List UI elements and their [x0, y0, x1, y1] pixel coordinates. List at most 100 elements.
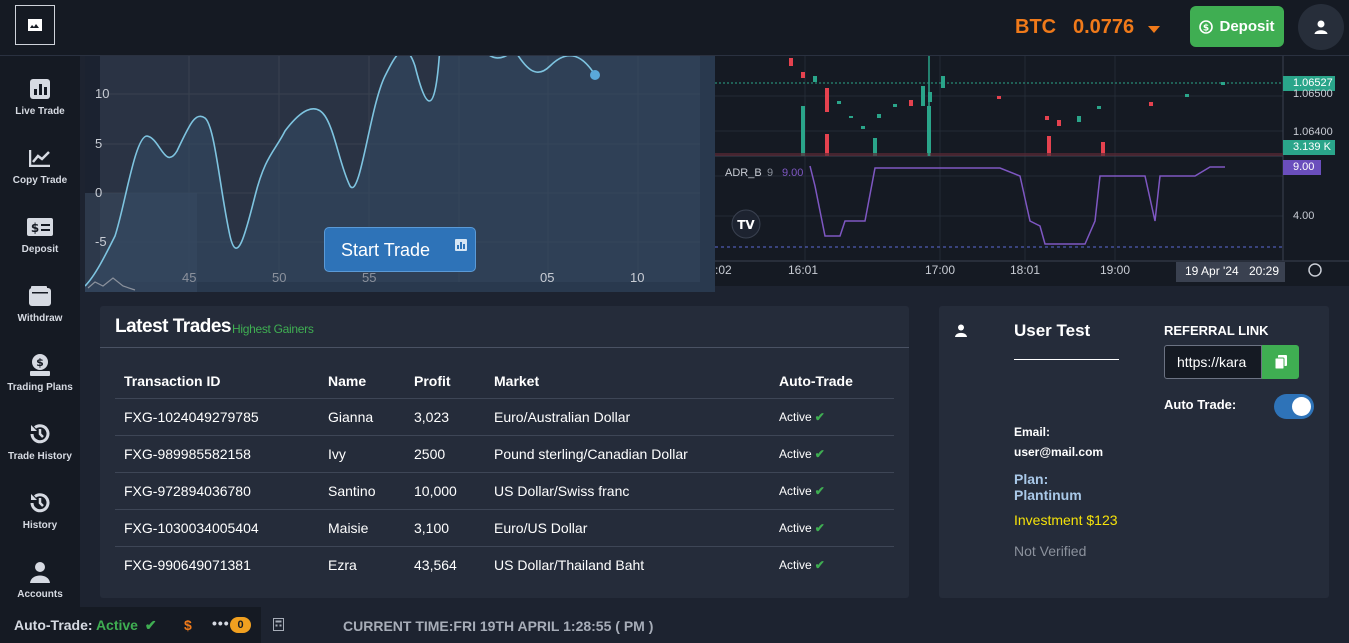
y-tick-label: 0 [95, 185, 103, 200]
table-row: FXG-972894036780 Santino 10,000 US Dolla… [115, 471, 894, 509]
deposit-button[interactable]: $ Deposit [1190, 6, 1284, 47]
indicator-param: 9 [767, 167, 774, 179]
sidebar-item-label: Trading Plans [7, 382, 73, 393]
trader-name: Santino [319, 471, 405, 509]
trader-name: Gianna [319, 397, 405, 435]
calculator-icon[interactable] [273, 618, 284, 636]
latest-trades-panel: Latest Trades Highest Gainers Transactio… [100, 306, 909, 598]
sidebar-item-label: Trade History [8, 451, 72, 462]
sidebar-item-withdraw[interactable]: Withdraw [0, 283, 80, 343]
auto-trade-cell: Active ✔ [770, 434, 894, 472]
sidebar-item-label: History [22, 520, 58, 531]
toggle-knob [1292, 397, 1311, 416]
svg-text:$: $ [31, 221, 39, 235]
x-tick-label: 50 [272, 270, 287, 285]
sidebar-item-accounts[interactable]: Accounts [0, 559, 80, 619]
referral-link-label: REFERRAL LINK [1164, 323, 1269, 338]
money-icon: $ [27, 214, 53, 240]
crosshair-date-badge: 19 Apr '24 [1185, 264, 1239, 278]
x-tick-label: 05 [540, 270, 555, 285]
table-row: FXG-1024049279785 Gianna 3,023 Euro/Aust… [115, 397, 894, 435]
sidebar-item-label: Live Trade [15, 106, 65, 117]
trader-name: Ivy [319, 434, 405, 472]
time-axis-label: :02 [715, 263, 732, 277]
user-icon [1314, 20, 1328, 34]
market: Pound sterling/Canadian Dollar [485, 434, 770, 472]
profit: 43,564 [405, 545, 485, 583]
sidebar-item-live-trade[interactable]: Live Trade [0, 76, 80, 136]
trader-name: Maisie [319, 508, 405, 546]
price-chart-canvas: TV [715, 56, 1349, 282]
market: Euro/US Dollar [485, 508, 770, 546]
price-axis-label: 1.06400 [1293, 126, 1333, 138]
history-icon [27, 421, 53, 447]
sidebar-item-label: Withdraw [17, 313, 63, 324]
price-chart[interactable]: TV 1.06500 1.06400 4.00 1.06527 3.139 K … [715, 56, 1349, 286]
trades-table: Transaction ID Name Profit Market Auto-T… [115, 364, 894, 583]
indicator-value: 9.00 [782, 167, 804, 179]
wallet-icon [27, 283, 53, 309]
footer-status: Auto-Trade: Active ✔ $ ••• 0 [0, 607, 261, 643]
auto-trade-cell: Active ✔ [770, 545, 894, 583]
divider [1014, 359, 1119, 360]
transaction-id: FXG-1030034005404 [115, 508, 319, 546]
indicator-name: ADR_B [725, 167, 762, 179]
table-row: FXG-989985582158 Ivy 2500 Pound sterling… [115, 434, 894, 472]
footer-auto-trade-label: Auto-Trade: [14, 617, 93, 633]
volume-badge: 3.139 K [1293, 141, 1331, 153]
referral-link-input[interactable] [1164, 345, 1262, 379]
btc-balance: 0.0776 [1073, 16, 1135, 38]
chevron-down-icon[interactable] [1148, 26, 1160, 33]
latest-trades-title: Latest Trades [115, 316, 232, 337]
sidebar-item-deposit[interactable]: $ Deposit [0, 214, 80, 274]
price-axis-label: 1.06500 [1293, 88, 1333, 100]
copy-referral-button[interactable] [1262, 345, 1299, 379]
svg-text:TV: TV [737, 218, 755, 232]
users-icon [27, 559, 53, 585]
sidebar-item-label: Deposit [21, 244, 59, 255]
time-axis-label: 16:01 [788, 263, 819, 277]
divider [100, 347, 909, 348]
indicator-badge: 9.00 [1293, 161, 1315, 173]
y-tick-label: 10 [95, 86, 110, 101]
user-name: User Test [1014, 321, 1091, 340]
y-tick-label: -5 [95, 234, 107, 249]
bar-chart-icon [27, 76, 53, 102]
line-chart-icon [27, 145, 53, 171]
trader-name: Ezra [319, 545, 405, 583]
plan-label: Plan: [1014, 471, 1049, 487]
more-icon[interactable]: ••• [212, 615, 230, 631]
sidebar-item-copy-trade[interactable]: Copy Trade [0, 145, 80, 205]
svg-text:$: $ [1203, 23, 1209, 33]
sidebar-item-trade-history[interactable]: Trade History [0, 421, 80, 481]
sidebar-item-label: Accounts [17, 589, 63, 600]
logo-icon [28, 19, 42, 31]
auto-trade-status: Active [779, 557, 812, 572]
transaction-id: FXG-989985582158 [115, 434, 319, 472]
email-label: Email: [1014, 425, 1051, 439]
deposit-button-label: Deposit [1219, 18, 1275, 35]
profit: 3,023 [405, 397, 485, 435]
sidebar-item-history[interactable]: History [0, 490, 80, 550]
footer-auto-trade: Auto-Trade: Active ✔ [14, 617, 157, 634]
start-trade-button[interactable]: Start Trade [324, 227, 476, 272]
user-menu-button[interactable] [1298, 4, 1344, 50]
y-tick-label: 5 [95, 136, 103, 151]
market: US Dollar/Swiss franc [485, 471, 770, 509]
logo[interactable] [15, 5, 55, 45]
market: US Dollar/Thailand Baht [485, 545, 770, 583]
transaction-id: FXG-990649071381 [115, 545, 319, 583]
sidebar-item-label: Copy Trade [12, 175, 68, 186]
sidebar-item-trading-plans[interactable]: $ Trading Plans [0, 352, 80, 412]
check-icon: ✔ [814, 409, 825, 424]
verification-status: Not Verified [1014, 543, 1087, 559]
x-tick-label: 10 [630, 270, 645, 285]
chart-icon [455, 238, 467, 251]
check-icon: ✔ [814, 446, 825, 461]
check-icon: ✔ [144, 617, 157, 633]
time-axis-label: 17:00 [925, 263, 956, 277]
auto-trade-toggle[interactable] [1274, 394, 1314, 419]
svg-text:$: $ [36, 356, 44, 369]
notification-badge: 0 [230, 617, 251, 633]
table-header-row: Transaction ID Name Profit Market Auto-T… [115, 364, 894, 398]
